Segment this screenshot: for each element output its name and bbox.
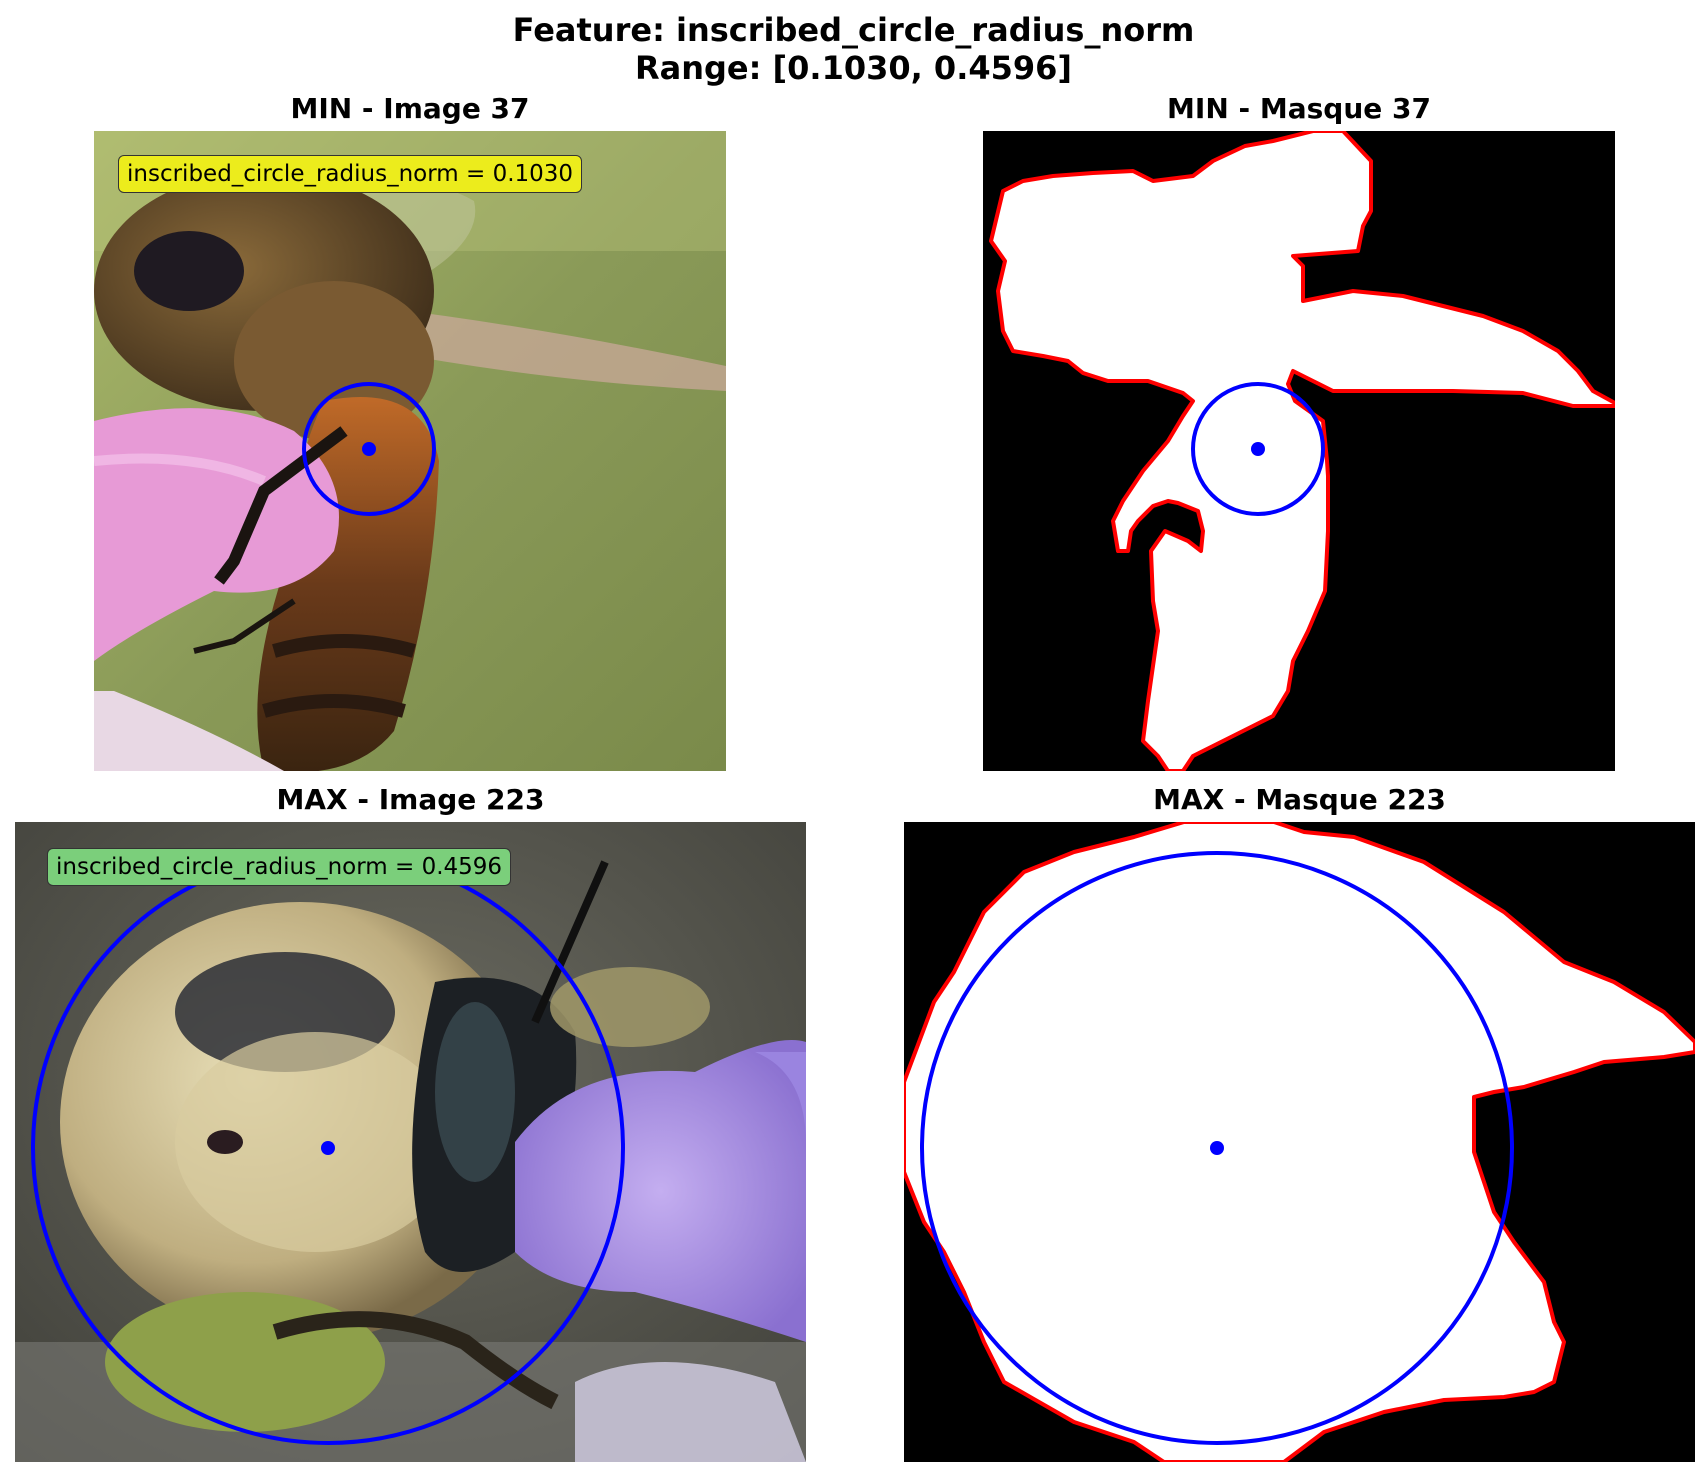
min-image-title: MIN - Image 37 <box>94 92 726 126</box>
min-mask-title: MIN - Masque 37 <box>983 92 1615 126</box>
figure-title-line2: Range: [0.1030, 0.4596] <box>0 48 1707 88</box>
max-mask-image <box>904 822 1695 1462</box>
min-image-panel: inscribed_circle_radius_norm = 0.1030 <box>94 131 726 771</box>
min-bee-photo <box>94 131 726 771</box>
max-mask-title: MAX - Masque 223 <box>904 783 1695 817</box>
max-image-title: MAX - Image 223 <box>15 783 806 817</box>
max-mask-panel <box>904 822 1695 1462</box>
max-image-value-label: inscribed_circle_radius_norm = 0.4596 <box>47 848 511 886</box>
max-image-panel: inscribed_circle_radius_norm = 0.4596 <box>15 822 806 1462</box>
min-mask-panel <box>983 131 1615 771</box>
max-bee-photo <box>15 822 806 1462</box>
min-image-value-label: inscribed_circle_radius_norm = 0.1030 <box>118 155 582 193</box>
min-mask-image <box>983 131 1615 771</box>
figure-title-line1: Feature: inscribed_circle_radius_norm <box>0 10 1707 50</box>
